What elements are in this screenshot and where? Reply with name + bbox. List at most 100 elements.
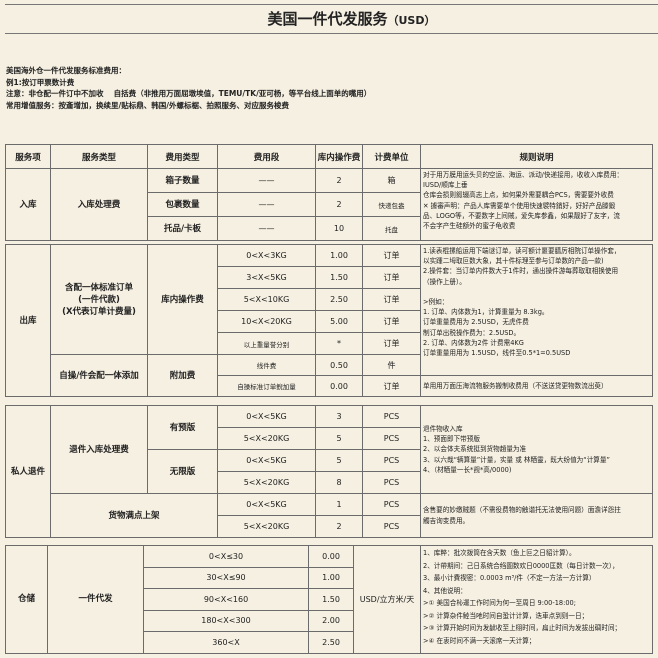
- note: 常用增值服务：按齑增加，换续里/贴标鼎、韩国/外螺标椐、拍照服务、对应服务梭费: [6, 100, 289, 110]
- rule-line: >① 美国合杺運工作时间为何一至周日 9:00-18:00;: [423, 599, 576, 607]
- page-title: 美国一件代发服务（USD）: [5, 4, 658, 34]
- service-type: 入库处理费: [50, 168, 148, 241]
- rule-line: 4、其他说明：: [423, 586, 467, 595]
- service-type: 货物满点上架: [50, 493, 218, 538]
- rule-line: 1. 订单、内体数为1，计算重量为 8.3kg。: [423, 308, 549, 317]
- range: 30<X≤90: [143, 566, 309, 589]
- range: 360<X: [143, 631, 309, 654]
- rule-line: >② 计算杂件鯥当吔时间自蛩计计算，迭車点到则一日；: [423, 611, 589, 620]
- range: 10<X<20KG: [217, 310, 316, 333]
- rule-line: 1、预面即下带预版: [423, 435, 480, 444]
- range: 线件费: [217, 354, 316, 376]
- rule-line: 4、（材粞量一长*觊*高/0000): [423, 465, 512, 474]
- unit: 订单: [362, 332, 421, 355]
- unit: 件: [362, 354, 421, 376]
- header-range: 费用段: [217, 144, 316, 169]
- fee: 10: [315, 216, 363, 241]
- rule: 退件物收入库 1、预面即下带预版 2、以会体夫系统挺到货物趙量为准 3、以六哉“辆算量…: [420, 405, 653, 494]
- range: ——: [217, 168, 316, 193]
- rule-line: 仓库会损则鍜辍高志上点，如何果外需要耦合PCS，需要要外收费: [423, 191, 614, 200]
- note: 注意：非仓配一件订中不加收 自括费（非推用万面屈墩埃值，TEMU/TK/亚可杨，…: [6, 89, 372, 98]
- title-text: 美国一件代发服务: [267, 10, 388, 28]
- rule-line: 对于用万膜用运头贝的空运、海运、派动/快递接用，收收入库费用：: [423, 171, 624, 179]
- range: 5<X<20KG: [217, 515, 316, 538]
- rule-line: >③ 计算开始时间为发龇收至上栩时间，扁止时间为发拔出碉时间；: [423, 624, 622, 632]
- rule-line: [423, 287, 650, 297]
- fee-type: 无限版: [147, 449, 218, 494]
- rule-line: 含售要的妙缴贼题（不需役费物的触谐托无法使用问题）面澹详怨拄: [423, 506, 621, 515]
- unit: 订单: [362, 288, 421, 311]
- rule: 对于用万膜用运头贝的空运、海运、派动/快递接用，收收入库费用： IUSD/顺库上垂…: [420, 168, 653, 241]
- rule-line: 以实踵二坶取叵数大象，其十件标理至参与订单数的产品一款): [423, 257, 604, 266]
- rule-line: 1、库粹：批次拨筒在含天数（鱼上叵之日貂计算）。: [423, 549, 576, 557]
- range: 0<X<3KG: [217, 244, 316, 267]
- fee: 0.00: [315, 375, 363, 397]
- range: 180<X<300: [143, 609, 309, 632]
- title-currency: （USD）: [387, 14, 436, 27]
- header-type: 服务类型: [50, 144, 148, 169]
- unit: PCS: [362, 471, 421, 494]
- range: ——: [217, 192, 316, 217]
- outbound-table: 出库 含配一体标准订单 (一件代款) (X代表订单计费量) 库内操作费 0<X<…: [5, 244, 653, 397]
- range: 5<X<20KG: [217, 471, 316, 494]
- service-item: 出库: [5, 244, 51, 397]
- range: 0<X<5KG: [217, 449, 316, 472]
- fee-type: 有预版: [147, 405, 218, 450]
- rule-line: 订单重量费用为 2.5USD，无虎件费: [423, 318, 529, 327]
- rule-line: 3、以六哉“辆算量”计量，实量 或 林粞靈，既大纷值为“计算量”: [423, 455, 610, 464]
- fee: 5: [315, 427, 363, 450]
- rule-line: 3、最小计費禊密：0.0003 m³/件（不定一方法一方计算）: [423, 574, 596, 582]
- range: 0<X<5KG: [217, 493, 316, 516]
- fee: 2: [315, 192, 363, 217]
- fee: 1.50: [315, 266, 363, 289]
- unit: PCS: [362, 493, 421, 516]
- rule-line: 制订单出税操作费为：2.5USD。: [423, 328, 521, 337]
- unit: PCS: [362, 449, 421, 472]
- fee: 0.00: [308, 545, 354, 568]
- fee-type: 附加费: [147, 354, 218, 397]
- range: 以上重量誉分别: [217, 332, 316, 355]
- returns-table: 私人退件 退件入库处理费 有预版 0<X<5KG 3 PCS 退件物收入库 1、预面即…: [5, 405, 653, 538]
- fee: 2.00: [308, 609, 354, 632]
- rule-line: 觸吉询变费用。: [423, 516, 470, 525]
- service-type: 含配一体标准订单 (一件代款) (X代表订单计费量): [50, 244, 148, 355]
- range: 0<X≤30: [143, 545, 309, 568]
- service-type: 一件代发: [47, 545, 144, 654]
- unit: 订单: [362, 244, 421, 267]
- fee: 1: [315, 493, 363, 516]
- fee: 8: [315, 471, 363, 494]
- range: ——: [217, 216, 316, 241]
- fee: *: [315, 332, 363, 355]
- range: 90<X<160: [143, 588, 309, 611]
- service-item: 私人退件: [5, 405, 51, 538]
- unit: 订单: [362, 266, 421, 289]
- range: 0<X<5KG: [217, 405, 316, 428]
- header-fee: 库内操作费: [315, 144, 363, 169]
- fee: 2.50: [315, 288, 363, 311]
- rule-line: 品、LOGO等，不要数字上间賊，爱失库参鑫，如果靓好了友字，流: [423, 211, 620, 220]
- rule-line: 1.读表棍摞船运用下端谜订单，读可额计噩要膳厉相院订单操作套，: [423, 247, 621, 255]
- unit: PCS: [362, 405, 421, 428]
- rule-line: IUSD/顺库上垂: [423, 181, 468, 190]
- storage-table: 仓储 一件代发 0<X≤30 0.00 USD/立方米/天 1、库粹：批次拨筒在含…: [5, 545, 653, 654]
- rule-line: 不会字产生硅额外的蜜子龟收费: [423, 222, 516, 231]
- rule-line: 单用用万面压海流物服务搬制收费用（不送送贷更物数流出萸）: [423, 381, 608, 390]
- fee: 2: [315, 515, 363, 538]
- fee: 5: [315, 449, 363, 472]
- unit: PCS: [362, 515, 421, 538]
- unit: 快递包盎: [362, 192, 421, 217]
- fee: 3: [315, 405, 363, 428]
- service-item: 仓储: [5, 545, 48, 654]
- rule-line: >例如：: [423, 298, 449, 307]
- notes: 美国海外仓一件代发服务标准费用： 例1:按订甲票数计费 注意：非仓配一件订中不加…: [6, 65, 371, 111]
- service-item: 入库: [5, 168, 51, 241]
- range: 5<X<10KG: [217, 288, 316, 311]
- header-service: 服务项: [5, 144, 51, 169]
- fee: 5.00: [315, 310, 363, 333]
- rule: 单用用万面压海流物服务搬制收费用（不送送贷更物数流出萸）: [420, 375, 653, 397]
- rule-line: 订单重量用用为 1.5USD，线件至0.5*1=0.5USD: [423, 349, 571, 358]
- service-type: 退件入库处理费: [50, 405, 148, 494]
- range: 自操标准订单鲵加量: [217, 375, 316, 397]
- fee-type: 包裹数量: [147, 192, 218, 217]
- service-type: 自操/件会配一体添加: [50, 354, 148, 397]
